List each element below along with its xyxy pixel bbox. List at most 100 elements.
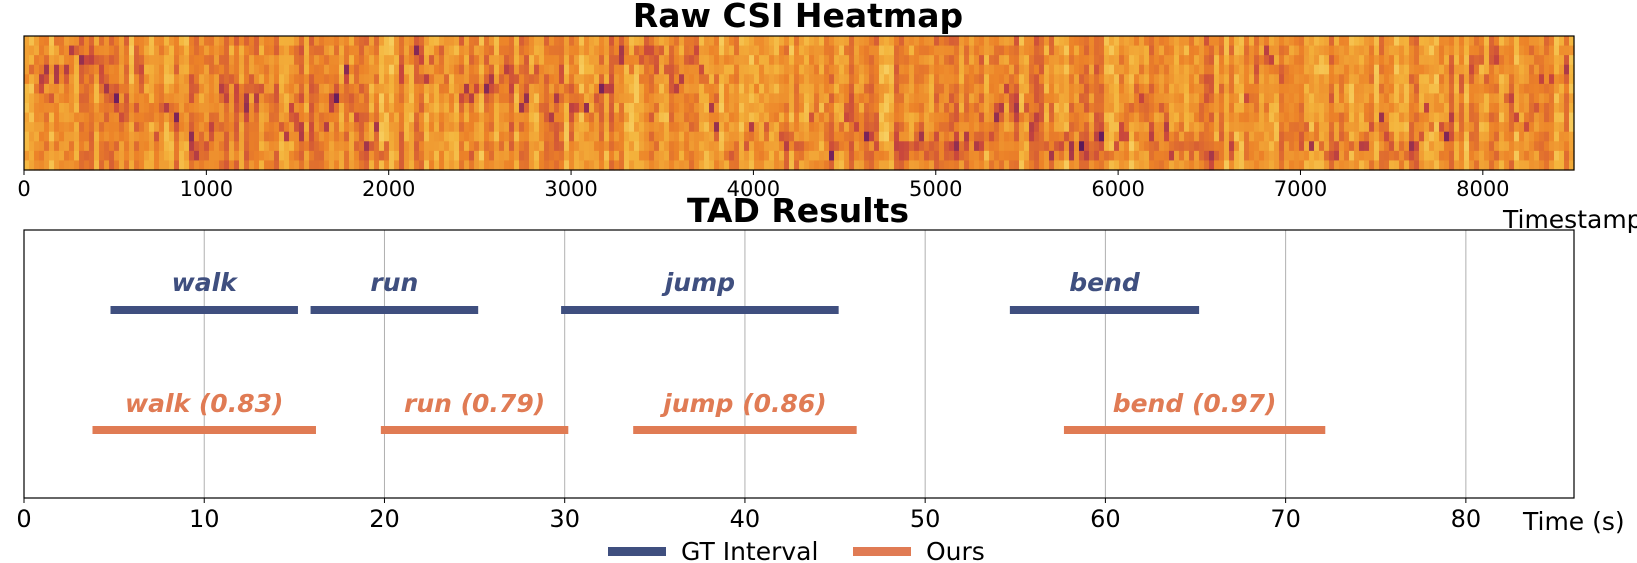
heatmap-cell [269,74,275,85]
heatmap-cell [399,45,405,56]
heatmap-cell [579,103,585,114]
heatmap-cell [814,112,820,123]
heatmap-cell [594,141,600,152]
heatmap-cell [644,112,650,123]
heatmap-cell [909,131,915,142]
heatmap-cell [754,122,760,133]
heatmap-cell [1339,160,1345,171]
heatmap-cell [589,122,595,133]
heatmap-cell [984,55,990,66]
heatmap-cell [1399,122,1405,133]
heatmap-cell [1149,74,1155,85]
heatmap-cell [1569,83,1575,95]
heatmap-cell [264,93,270,104]
heatmap-cell [74,93,80,104]
heatmap-cell [59,141,65,152]
heatmap-cell [684,64,690,75]
heatmap-cell [339,64,345,75]
heatmap-cell [594,150,600,162]
heatmap-cell [974,55,980,66]
heatmap-cell [109,160,115,171]
heatmap-cell [1029,150,1035,162]
heatmap-cell [1064,36,1070,47]
heatmap-cell [744,122,750,133]
heatmap-cell [614,83,620,95]
heatmap-cell [509,45,515,56]
heatmap-cell [589,160,595,171]
heatmap-cell [1204,83,1210,95]
heatmap-cell [214,122,220,133]
heatmap-cell [209,93,215,104]
heatmap-cell [179,103,185,114]
heatmap-cell [114,36,120,47]
heatmap-cell [359,93,365,104]
heatmap-cell [719,150,725,162]
heatmap-cell [659,64,665,75]
heatmap-cell [674,55,680,66]
heatmap-cell [59,36,65,47]
heatmap-cell [504,141,510,152]
heatmap-cell [799,160,805,171]
heatmap-cell [769,141,775,152]
heatmap-cell [504,93,510,104]
heatmap-cell [919,122,925,133]
heatmap-cell [1304,141,1310,152]
heatmap-cell [619,131,625,142]
heatmap-cell [459,83,465,95]
heatmap-cell [1324,122,1330,133]
heatmap-cell [1549,103,1555,114]
heatmap-cell [1414,74,1420,85]
heatmap-cell [759,131,765,142]
heatmap-cell [659,131,665,142]
heatmap-cell [1134,131,1140,142]
heatmap-cell [144,131,150,142]
heatmap-cell [1044,55,1050,66]
heatmap-cell [899,122,905,133]
heatmap-cell [579,112,585,123]
heatmap-cell [144,141,150,152]
heatmap-cell [159,103,165,114]
heatmap-cell [664,55,670,66]
heatmap-cell [1084,83,1090,95]
heatmap-cell [714,150,720,162]
heatmap-cell [624,45,630,56]
heatmap-cell [54,160,60,171]
heatmap-cell [1244,103,1250,114]
heatmap-cell [1344,64,1350,75]
heatmap-cell [464,141,470,152]
heatmap-cell [364,55,370,66]
heatmap-cell [1194,74,1200,85]
heatmap-cell [279,45,285,56]
heatmap-cell [904,160,910,171]
heatmap-cell [1194,122,1200,133]
heatmap-cell [1229,150,1235,162]
heatmap-cell [489,45,495,56]
heatmap-cell [819,45,825,56]
heatmap-cell [894,103,900,114]
heatmap-cell [439,112,445,123]
heatmap-cell [629,64,635,75]
heatmap-cell [1499,150,1505,162]
heatmap-cell [684,83,690,95]
heatmap-cell [634,141,640,152]
heatmap-cell [1499,103,1505,114]
heatmap-cell [259,131,265,142]
heatmap-cell [49,160,55,171]
heatmap-cell [1219,64,1225,75]
heatmap-cell [1369,55,1375,66]
heatmap-cell [309,36,315,47]
heatmap-cell [1269,131,1275,142]
heatmap-cell [754,36,760,47]
heatmap-cell [684,36,690,47]
heatmap-cell [1484,55,1490,66]
heatmap-cell [414,131,420,142]
heatmap-cell [784,93,790,104]
heatmap-cell [1304,103,1310,114]
heatmap-cell [904,83,910,95]
heatmap-cell [494,36,500,47]
heatmap-cell [264,141,270,152]
heatmap-cell [849,103,855,114]
heatmap-cell [474,55,480,66]
heatmap-cell [49,150,55,162]
heatmap-x-label: Timestamp [1502,205,1637,234]
